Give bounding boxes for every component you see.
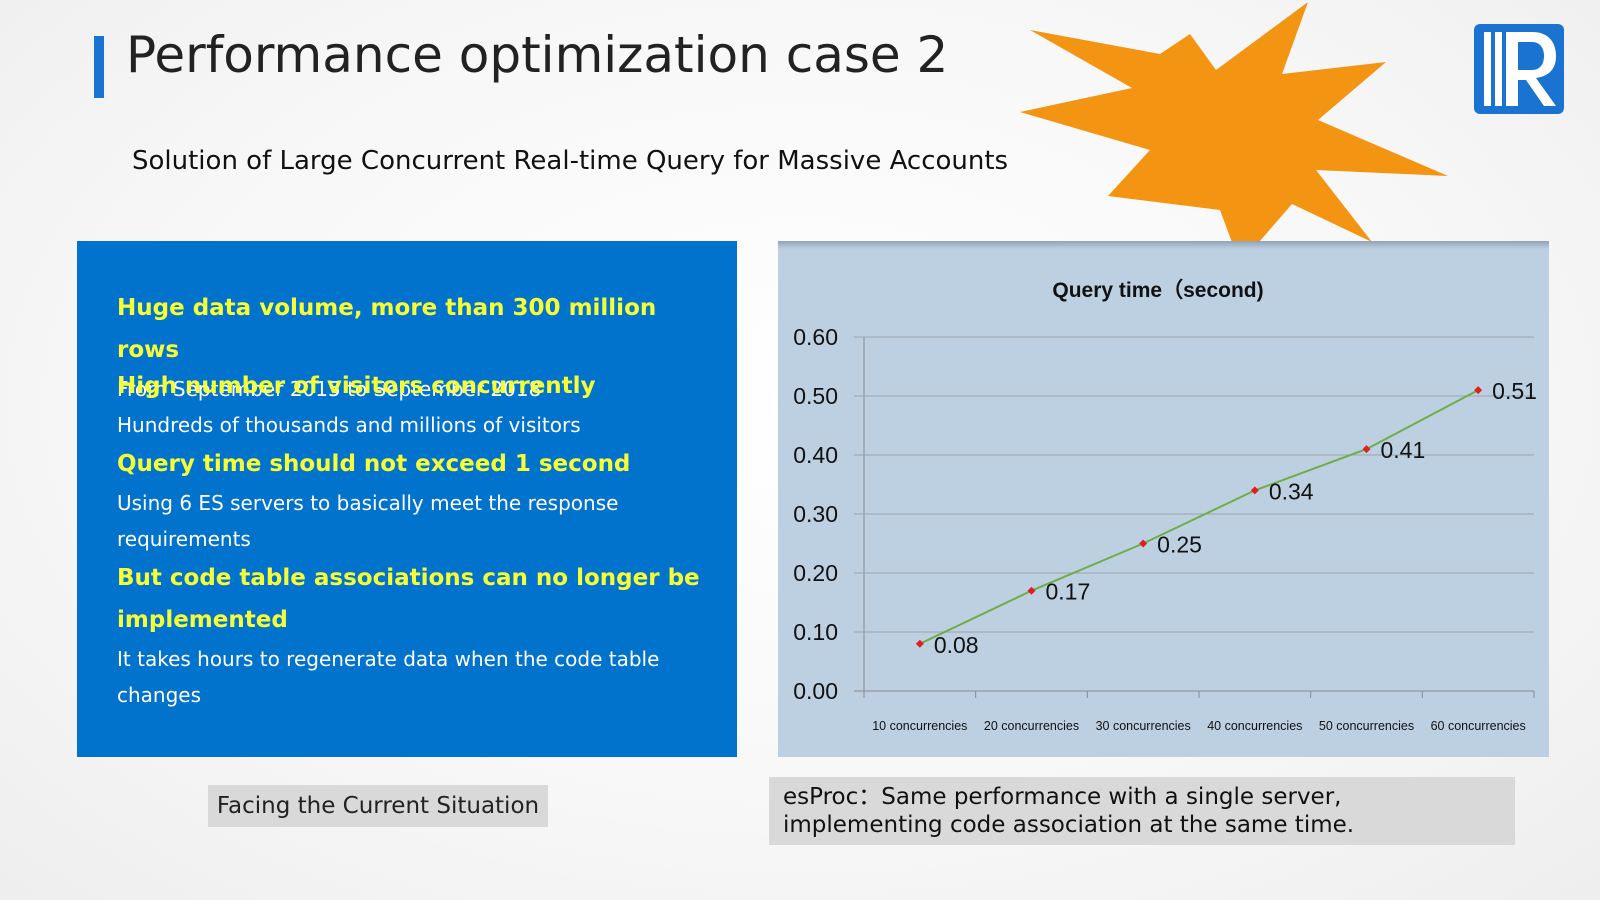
data-point <box>1139 539 1148 548</box>
data-label: 0.51 <box>1492 378 1537 404</box>
data-point <box>1027 586 1036 595</box>
series-line <box>919 389 1479 645</box>
caption-current-situation: Facing the Current Situation <box>208 785 548 827</box>
y-tick-label: 0.60 <box>793 324 838 350</box>
situation-detail: Using 6 ES servers to basically meet the… <box>117 491 619 551</box>
situation-heading: High number of visitors concurrently <box>117 373 596 399</box>
chart-title: Query time（second) <box>1052 278 1263 302</box>
situation-detail: It takes hours to regenerate data when t… <box>117 647 660 707</box>
x-tick-label: 40 concurrencies <box>1207 719 1302 733</box>
data-label: 0.08 <box>934 632 979 658</box>
title-accent-bar <box>94 36 104 98</box>
situation-item: Huge data volume, more than 300 million … <box>117 287 707 407</box>
data-point <box>1474 386 1483 395</box>
y-tick-label: 0.10 <box>793 619 838 645</box>
chart-svg: Query time（second) 0.60 0.50 0.40 0.30 0.20 0… <box>778 241 1549 757</box>
data-label: 0.25 <box>1157 532 1202 558</box>
situation-detail: Hundreds of thousands and millions of vi… <box>117 413 581 437</box>
y-tick-label: 0.40 <box>793 442 838 468</box>
y-tick-label: 0.00 <box>793 678 838 704</box>
rq-logo-icon <box>1474 24 1564 114</box>
x-tick-label: 30 concurrencies <box>1096 719 1191 733</box>
data-point <box>1362 445 1371 454</box>
data-label: 0.41 <box>1381 437 1426 463</box>
query-time-chart: Query time（second) 0.60 0.50 0.40 0.30 0.20 0… <box>778 241 1549 757</box>
y-tick-label: 0.50 <box>793 383 838 409</box>
page-subtitle: Solution of Large Concurrent Real-time Q… <box>132 146 1009 176</box>
situation-item: High number of visitors concurrently Hun… <box>117 365 707 443</box>
x-tick-label: 50 concurrencies <box>1319 719 1414 733</box>
chart-background <box>778 241 1549 757</box>
caption-esproc-result: esProc：Same performance with a single se… <box>769 777 1515 845</box>
page-title: Performance optimization case 2 <box>126 26 949 84</box>
situation-heading: Query time should not exceed 1 second <box>117 451 631 477</box>
data-label: 0.34 <box>1269 478 1314 504</box>
situation-detail: From September 2015 to September 2018 <box>117 377 542 401</box>
x-tick-label: 10 concurrencies <box>872 719 967 733</box>
data-point <box>915 639 924 648</box>
situation-item: But code table associations can no longe… <box>117 557 707 713</box>
starburst-icon <box>1020 2 1448 264</box>
x-tick-label: 60 concurrencies <box>1431 719 1526 733</box>
y-tick-label: 0.30 <box>793 501 838 527</box>
y-tick-label: 0.20 <box>793 560 838 586</box>
data-label: 0.17 <box>1046 579 1091 605</box>
x-tick-label: 20 concurrencies <box>984 719 1079 733</box>
situation-heading: Huge data volume, more than 300 million … <box>117 295 657 363</box>
current-situation-panel: Huge data volume, more than 300 million … <box>77 241 737 757</box>
situation-item: Query time should not exceed 1 second Us… <box>117 443 707 557</box>
situation-heading: But code table associations can no longe… <box>117 565 700 633</box>
data-point <box>1250 486 1259 495</box>
